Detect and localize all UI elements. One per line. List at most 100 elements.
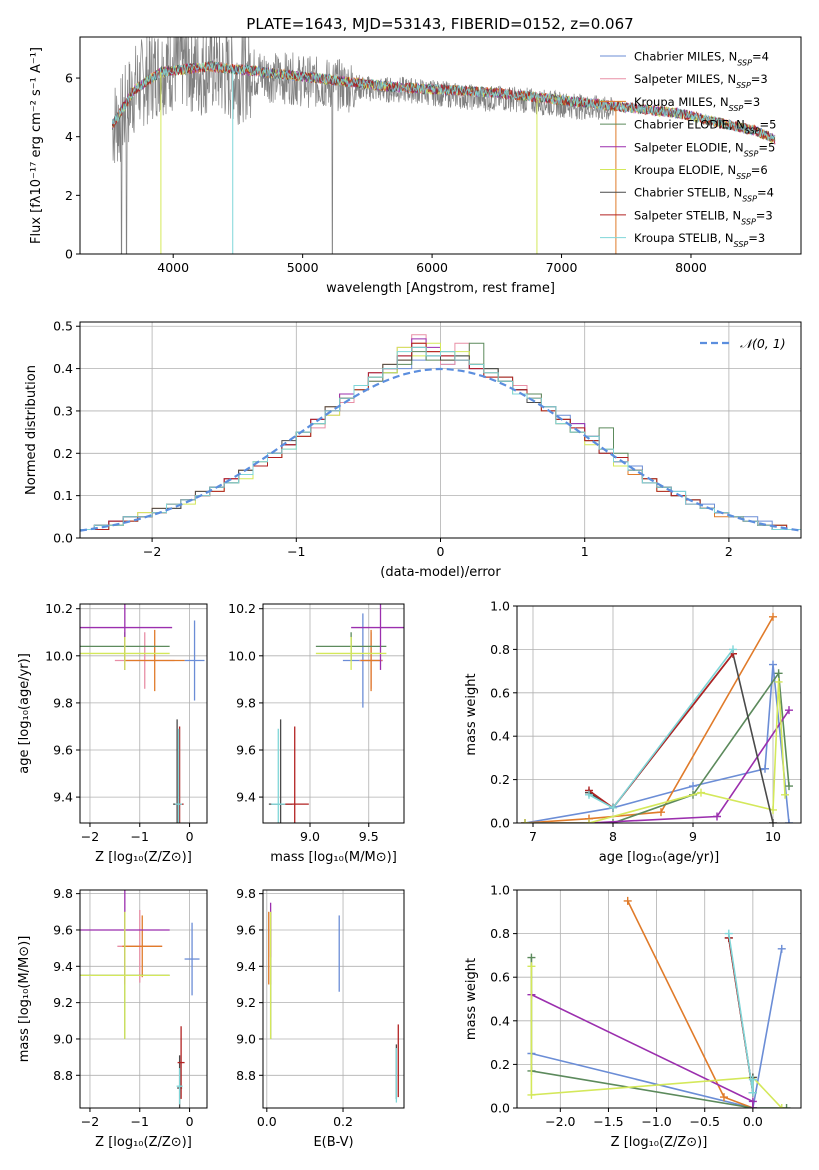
y-tick-label: 9.6	[236, 922, 256, 937]
legend-entry: Chabrier MILES, NSSP=4	[634, 50, 769, 68]
axes-frame	[79, 889, 208, 1109]
legend-label: Chabrier STELIB, N	[634, 186, 742, 200]
x-tick-label: 2	[725, 544, 733, 559]
series-marker	[774, 669, 783, 678]
line-series	[521, 706, 793, 823]
y-tick-label: 0.6	[490, 685, 510, 700]
x-tick-label: 7	[529, 829, 537, 844]
series-line	[524, 664, 790, 823]
axes-frame	[262, 889, 405, 1109]
series-marker	[697, 788, 705, 797]
axes-frame	[79, 603, 208, 824]
panel-4: 9.0 9.5 9.4 9.6 9.8 10.0 10.2 mass [log₁₀(M/M⊙)…	[228, 601, 405, 865]
y-tick-label: 9.8	[53, 695, 73, 710]
series-marker	[769, 612, 777, 621]
legend-label: Chabrier MILES, N	[634, 50, 737, 64]
y-tick-label: 9.8	[236, 695, 256, 710]
legend-suffix: =5	[760, 118, 777, 132]
legend-label: Chabrier ELODIE, N	[634, 118, 745, 132]
legend-subscript: SSP	[744, 149, 759, 158]
legend-subscript: SSP	[742, 194, 757, 203]
series-line	[531, 948, 783, 1108]
y-axis-label: mass [log₁₀(M/M⊙)]	[17, 936, 32, 1063]
plot-area	[112, 37, 776, 254]
x-axis-label: E(B-V)	[313, 1135, 353, 1150]
y-tick-label: 10.0	[45, 648, 73, 663]
y-tick-label: 9.6	[236, 743, 256, 758]
panel-1: 4000 5000 6000 7000 8000 0 2 4 6 wavelength [Angs…	[29, 36, 802, 296]
error-bar-point	[124, 629, 185, 692]
panel-8: −2.0 −1.5 −1.0 −0.5 0.0 0.0 0.2 0.4 0.6 0.8 1.0 Z […	[464, 883, 802, 1150]
y-tick-label: 0.0	[490, 816, 510, 831]
y-tick-label: 9.4	[236, 790, 256, 805]
legend-label: Salpeter STELIB, N	[634, 208, 741, 222]
y-tick-label: 9.8	[53, 886, 73, 901]
legend-subscript: SSP	[729, 103, 744, 112]
y-axis-label: mass weight	[464, 958, 479, 1040]
y-tick-label: 9.6	[53, 922, 73, 937]
series-marker	[724, 929, 733, 938]
y-tick-label: 0.0	[53, 531, 73, 546]
y-tick-label: 0.4	[490, 1013, 510, 1028]
plot-area	[80, 322, 801, 538]
plot-area	[517, 606, 801, 823]
legend-label: Kroupa ELODIE, N	[634, 163, 736, 177]
series-marker	[748, 1088, 757, 1097]
series-marker	[521, 819, 529, 823]
y-tick-label: 9.2	[53, 995, 73, 1010]
error-bar-point	[176, 1068, 183, 1105]
x-tick-label: 5000	[287, 260, 319, 275]
legend-entry: Salpeter MILES, NSSP=3	[634, 72, 768, 90]
series-marker	[777, 1104, 786, 1108]
legend-suffix: =4	[757, 186, 774, 200]
y-tick-label: 0.4	[53, 361, 73, 376]
line-series	[585, 645, 737, 812]
error-bar-point	[175, 728, 183, 823]
line-series	[521, 660, 793, 823]
y-tick-label: 0.2	[490, 772, 510, 787]
normal-curve-line	[80, 367, 801, 532]
y-tick-label: 1.0	[490, 599, 510, 614]
series-marker	[785, 706, 793, 715]
y-axis-label: age [log₁₀(age/yr)]	[17, 653, 32, 774]
plot-area	[263, 890, 404, 1108]
series-marker	[527, 953, 536, 962]
axes-frame	[262, 603, 405, 824]
axes-frame	[79, 36, 802, 255]
legend-label: Salpeter MILES, N	[634, 72, 736, 86]
data-spectrum-line	[112, 37, 614, 254]
y-tick-label: 9.2	[236, 995, 256, 1010]
y-tick-label: 9.0	[53, 1031, 73, 1046]
x-tick-label: 9	[689, 829, 697, 844]
series-marker	[585, 790, 593, 799]
x-tick-label: −1	[131, 829, 149, 844]
legend-suffix: =5	[758, 140, 775, 154]
series-marker	[782, 1104, 791, 1108]
x-tick-label: 0.0	[257, 1114, 277, 1129]
plot-area	[263, 604, 404, 823]
series-line	[525, 681, 786, 823]
y-tick-label: 9.4	[53, 959, 73, 974]
series-marker	[785, 819, 793, 823]
y-tick-label: 1.0	[490, 883, 510, 898]
x-tick-label: −1.0	[641, 1114, 671, 1129]
x-tick-label: −0.5	[690, 1114, 720, 1129]
line-series	[521, 612, 777, 823]
series-line	[530, 966, 783, 1108]
x-tick-label: −2.0	[545, 1114, 575, 1129]
series-marker	[748, 1104, 757, 1108]
legend-subscript: SSP	[734, 240, 749, 249]
x-tick-label: −2	[81, 829, 99, 844]
axes-frame	[516, 605, 802, 824]
legend-entry: Salpeter STELIB, NSSP=3	[634, 208, 773, 226]
error-bar-point	[315, 636, 387, 670]
series-marker	[719, 1093, 728, 1102]
model-spectrum-line	[112, 61, 776, 141]
panel-6: −2 −1 0 8.8 9.0 9.2 9.4 9.6 9.8 Z [log₁₀(Z/Z⊙)] ma…	[17, 886, 208, 1150]
x-tick-label: 0.2	[333, 1114, 353, 1129]
x-tick-label: −1	[287, 544, 305, 559]
y-tick-label: 9.6	[53, 743, 73, 758]
legend-subscript: SSP	[736, 81, 751, 90]
y-tick-label: 0.1	[53, 488, 73, 503]
series-marker	[777, 944, 786, 953]
